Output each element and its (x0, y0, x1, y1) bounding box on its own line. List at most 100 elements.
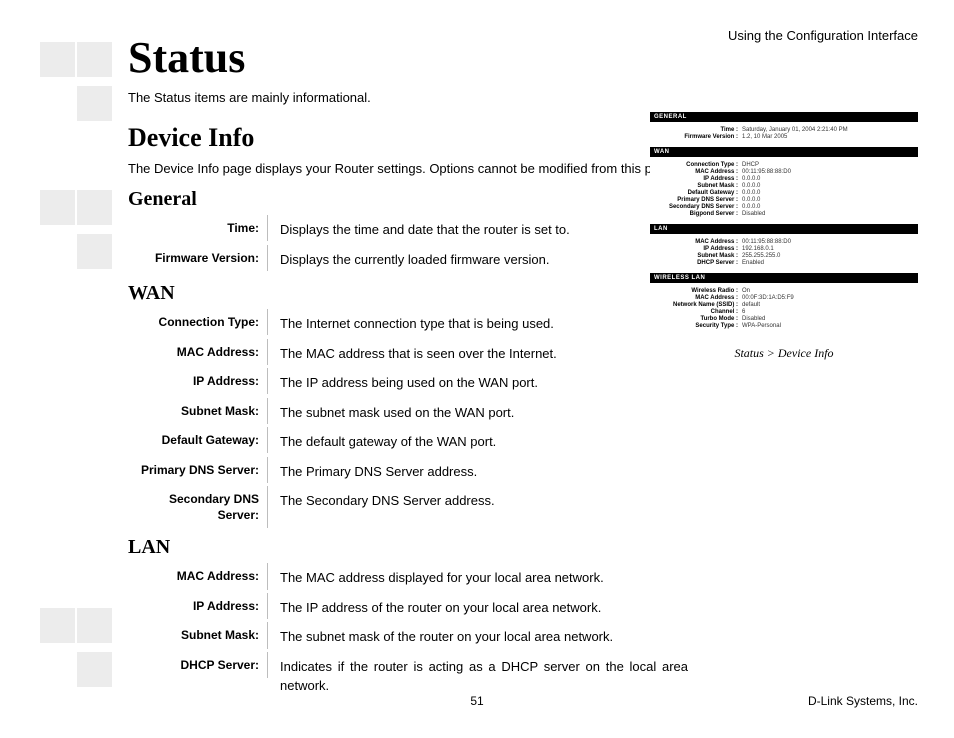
screenshot-key: Firmware Version : (654, 134, 742, 140)
def-label: Subnet Mask: (128, 398, 268, 424)
square-icon (77, 42, 112, 77)
screenshot-value: default (742, 302, 914, 308)
screenshot-key: Connection Type : (654, 162, 742, 168)
square-icon (77, 234, 112, 269)
def-row: Subnet Mask:The subnet mask of the route… (128, 622, 688, 652)
screenshot-value: 0.0.0.0 (742, 183, 914, 189)
screenshot-kv: Subnet Mask :0.0.0.0 (654, 183, 914, 189)
def-row: IP Address:The IP address of the router … (128, 593, 688, 623)
screenshot-key: Security Type : (654, 323, 742, 329)
screenshot-kv: Channel :6 (654, 309, 914, 315)
wan-defs: Connection Type:The Internet connection … (128, 309, 688, 528)
screenshot-key: Channel : (654, 309, 742, 315)
square-icon (40, 608, 75, 643)
def-row: Default Gateway:The default gateway of t… (128, 427, 688, 457)
general-defs: Time:Displays the time and date that the… (128, 215, 688, 274)
screenshot-section-bar: WAN (650, 147, 918, 157)
def-label: Firmware Version: (128, 245, 268, 271)
screenshot-key: MAC Address : (654, 239, 742, 245)
screenshot-key: MAC Address : (654, 169, 742, 175)
def-value: The Internet connection type that is bei… (268, 309, 688, 339)
def-label: MAC Address: (128, 339, 268, 365)
page: Using the Configuration Interface Status… (0, 0, 954, 738)
screenshot-kv: MAC Address :00:11:95:88:88:D0 (654, 239, 914, 245)
screenshot-kv: IP Address :0.0.0.0 (654, 176, 914, 182)
screenshot-value: 192.168.0.1 (742, 246, 914, 252)
decorative-squares (40, 42, 118, 696)
screenshot-kv: Subnet Mask :255.255.255.0 (654, 253, 914, 259)
footer-company: D-Link Systems, Inc. (808, 694, 918, 708)
main-content: Status The Status items are mainly infor… (128, 36, 688, 701)
def-label: Primary DNS Server: (128, 457, 268, 483)
screenshot-kv: Firmware Version :1.2, 10 Mar 2005 (654, 134, 914, 140)
screenshot-kv: MAC Address :00:0F:3D:1A:D5:F9 (654, 295, 914, 301)
screenshot-kv: Primary DNS Server :0.0.0.0 (654, 197, 914, 203)
screenshot-kv: Default Gateway :0.0.0.0 (654, 190, 914, 196)
def-value: Displays the time and date that the rout… (268, 215, 688, 245)
def-value: The default gateway of the WAN port. (268, 427, 688, 457)
def-label: Time: (128, 215, 268, 241)
screenshot-section-bar: WIRELESS LAN (650, 273, 918, 283)
def-value: The subnet mask of the router on your lo… (268, 622, 688, 652)
square-icon (40, 42, 75, 77)
screenshot-value: 6 (742, 309, 914, 315)
screenshot-kv: Security Type :WPA-Personal (654, 323, 914, 329)
def-row: Subnet Mask:The subnet mask used on the … (128, 398, 688, 428)
def-value: The subnet mask used on the WAN port. (268, 398, 688, 428)
def-value: The Primary DNS Server address. (268, 457, 688, 487)
page-number: 51 (470, 694, 483, 708)
screenshot-section-body: Time :Saturday, January 01, 2004 2:21:40… (650, 122, 918, 147)
square-icon (77, 652, 112, 687)
screenshot-kv: Turbo Mode :Disabled (654, 316, 914, 322)
screenshot-value: 00:11:95:88:88:D0 (742, 239, 914, 245)
screenshot-key: Default Gateway : (654, 190, 742, 196)
screenshot-value: WPA-Personal (742, 323, 914, 329)
def-label: Secondary DNS Server: (128, 486, 268, 528)
screenshot-caption: Status > Device Info (650, 346, 918, 361)
square-icon (77, 190, 112, 225)
device-info-desc: The Device Info page displays your Route… (128, 161, 688, 176)
screenshot-kv: Wireless Radio :On (654, 288, 914, 294)
header-right: Using the Configuration Interface (728, 28, 918, 43)
screenshot-panel: GENERALTime :Saturday, January 01, 2004 … (650, 112, 918, 361)
screenshot-value: Disabled (742, 316, 914, 322)
screenshot-key: DHCP Server : (654, 260, 742, 266)
screenshot-key: Bigpond Server : (654, 211, 742, 217)
lan-heading: LAN (128, 536, 688, 559)
def-label: MAC Address: (128, 563, 268, 589)
screenshot-key: Turbo Mode : (654, 316, 742, 322)
screenshot-value: Saturday, January 01, 2004 2:21:40 PM (742, 127, 914, 133)
screenshot-value: DHCP (742, 162, 914, 168)
screenshot-value: On (742, 288, 914, 294)
screenshot-value: 00:0F:3D:1A:D5:F9 (742, 295, 914, 301)
screenshot-kv: MAC Address :00:11:95:88:88:D0 (654, 169, 914, 175)
screenshot-value: Disabled (742, 211, 914, 217)
screenshot-kv: Bigpond Server :Disabled (654, 211, 914, 217)
def-row: IP Address:The IP address being used on … (128, 368, 688, 398)
screenshot-section-body: MAC Address :00:11:95:88:88:D0IP Address… (650, 234, 918, 273)
square-icon (40, 190, 75, 225)
def-label: IP Address: (128, 368, 268, 394)
def-label: Subnet Mask: (128, 622, 268, 648)
device-info-heading: Device Info (128, 123, 688, 153)
screenshot-value: 0.0.0.0 (742, 176, 914, 182)
screenshot-value: 0.0.0.0 (742, 190, 914, 196)
screenshot-key: Time : (654, 127, 742, 133)
def-label: Default Gateway: (128, 427, 268, 453)
screenshot-key: IP Address : (654, 176, 742, 182)
square-icon (77, 608, 112, 643)
screenshot-key: MAC Address : (654, 295, 742, 301)
screenshot-section-bar: GENERAL (650, 112, 918, 122)
def-value: The IP address of the router on your loc… (268, 593, 688, 623)
def-row: Time:Displays the time and date that the… (128, 215, 688, 245)
screenshot-kv: Network Name (SSID) :default (654, 302, 914, 308)
screenshot-value: 1.2, 10 Mar 2005 (742, 134, 914, 140)
screenshot-key: IP Address : (654, 246, 742, 252)
screenshot-value: Enabled (742, 260, 914, 266)
screenshot-value: 0.0.0.0 (742, 197, 914, 203)
def-label: DHCP Server: (128, 652, 268, 678)
wan-heading: WAN (128, 282, 688, 305)
screenshot-value: 0.0.0.0 (742, 204, 914, 210)
def-row: Firmware Version:Displays the currently … (128, 245, 688, 275)
screenshot-section-body: Wireless Radio :OnMAC Address :00:0F:3D:… (650, 283, 918, 336)
